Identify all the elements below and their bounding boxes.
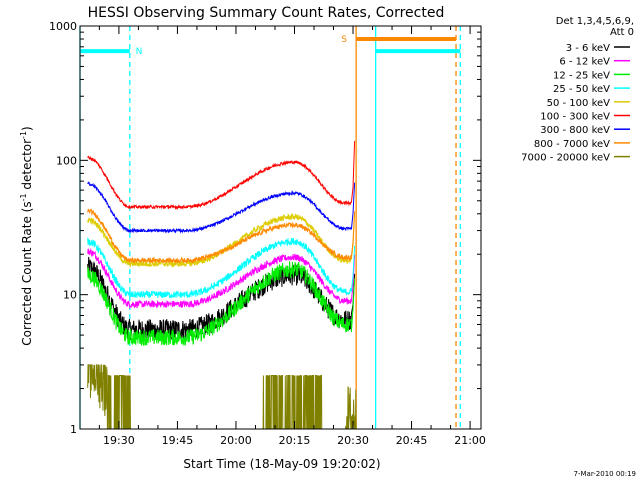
series-line <box>87 237 356 299</box>
x-tick-label: 19:45 <box>162 434 194 447</box>
legend-header: Att 0 <box>610 27 634 38</box>
x-tick-label: 20:00 <box>220 434 252 447</box>
chart-title: HESSI Observing Summary Count Rates, Cor… <box>88 5 445 21</box>
plot-frame <box>79 25 482 430</box>
y-axis-title-part: -1 <box>19 131 28 139</box>
legend-label: 300 - 800 keV <box>540 125 610 136</box>
x-tick-label: 19:30 <box>103 434 135 447</box>
series-line <box>87 247 356 310</box>
flag-label: S <box>341 35 347 45</box>
x-axis-title: Start Time (18-May-09 19:20:02) <box>183 457 380 471</box>
axes: 1 10 100 1000 19:30 19:45 20:00 20:15 20:30 20:45… <box>49 20 486 447</box>
legend-label: 25 - 50 keV <box>553 84 610 95</box>
y-tick-label: 1000 <box>49 20 77 33</box>
series-line <box>87 181 356 234</box>
x-tick-label: 21:00 <box>454 434 486 447</box>
plot-area: NS <box>79 26 461 430</box>
series-line <box>87 140 356 211</box>
legend-label: 12 - 25 keV <box>553 70 610 81</box>
legend-label: 6 - 12 keV <box>559 57 610 68</box>
legend-label: 7000 - 20000 keV <box>521 153 610 164</box>
y-axis-title: Corrected Count Rate (s-1 detector-1) <box>19 126 34 345</box>
y-axis-title-part: ) <box>20 126 34 131</box>
legend-label: 50 - 100 keV <box>547 98 611 109</box>
y-axis-title-part: detector <box>20 139 34 194</box>
footer-timestamp: 7-Mar-2010 00:19 <box>574 470 636 478</box>
flag-label: N <box>136 47 143 57</box>
legend-label: 3 - 6 keV <box>566 43 610 54</box>
x-tick-label: 20:30 <box>337 434 369 447</box>
y-axis-title-part: -1 <box>19 193 28 201</box>
legend-header: Det 1,3,4,5,6,9, <box>556 16 634 27</box>
legend-label: 800 - 7000 keV <box>534 139 610 150</box>
y-tick-label: 10 <box>63 289 77 302</box>
y-tick-label: 1 <box>70 423 77 436</box>
legend-label: 100 - 300 keV <box>540 112 610 123</box>
series-line <box>87 261 356 346</box>
y-axis-title-part: Corrected Count Rate (s <box>20 201 34 345</box>
x-tick-label: 20:15 <box>279 434 311 447</box>
legend: Det 1,3,4,5,6,9,Att 03 - 6 keV 6 - 12 keV… <box>521 16 634 164</box>
y-tick-label: 100 <box>56 154 77 167</box>
series-line <box>87 208 356 265</box>
x-tick-label: 20:45 <box>396 434 428 447</box>
